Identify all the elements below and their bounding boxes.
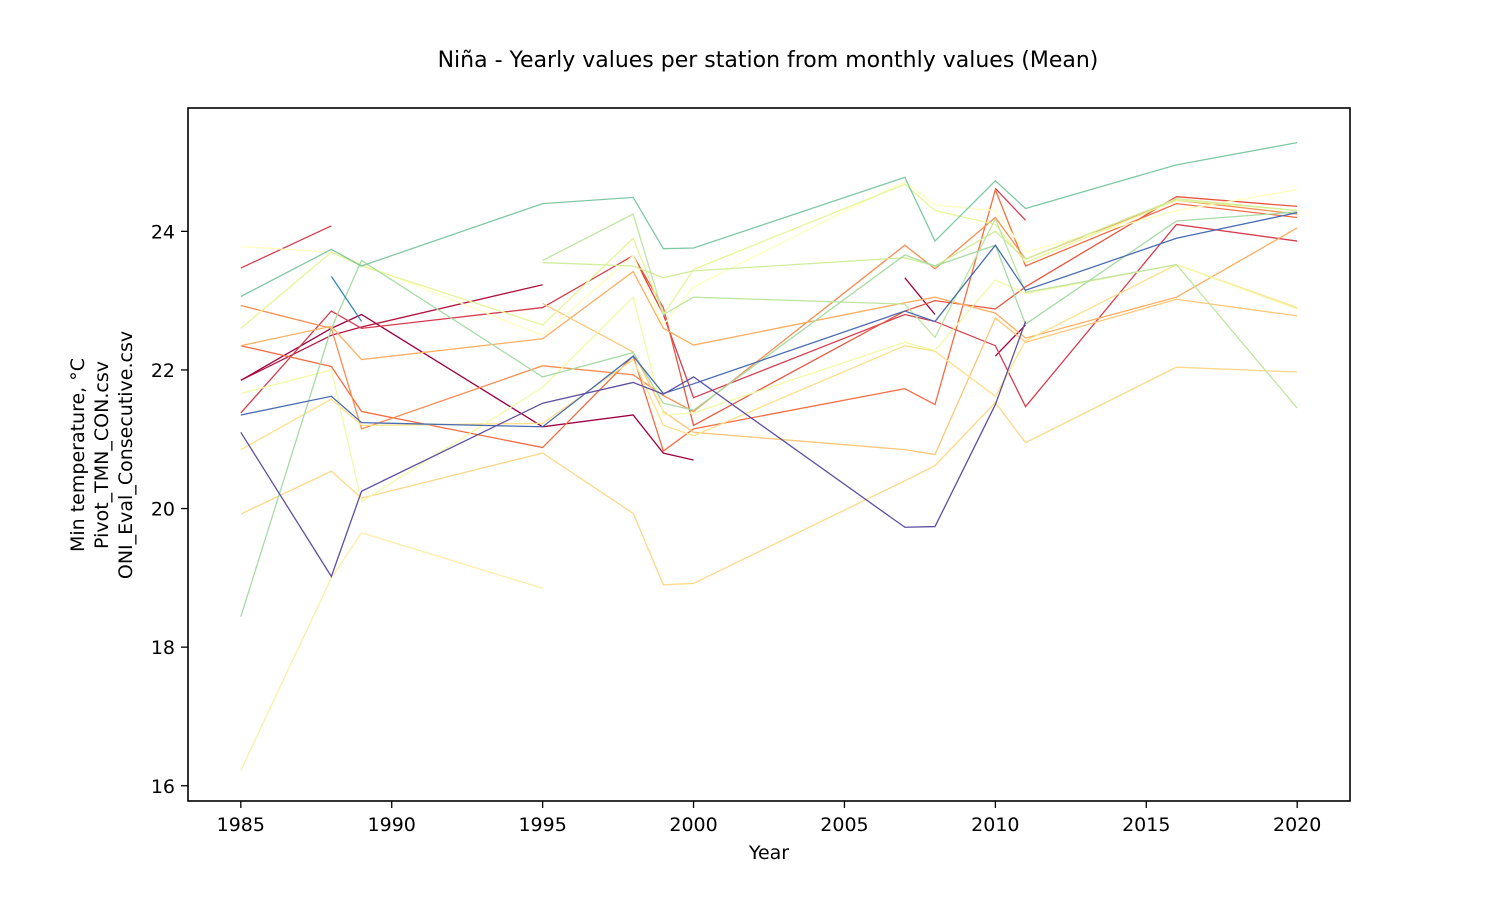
y-tick-label: 20 [151,499,175,521]
series-line-13-segment-1 [240,263,1298,503]
series-layer [240,142,1298,771]
series-line-2-segment-1 [240,284,543,381]
y-tick-label: 16 [151,776,175,798]
chart-title: Niña - Yearly values per station from mo… [438,48,1099,73]
series-line-19-segment-1 [330,276,363,322]
plot-area-frame [187,107,1351,802]
series-line-11-segment-1 [240,532,543,771]
series-line-1-segment-3 [994,324,1027,357]
series-line-15-segment-1 [542,198,1298,279]
series-line-10-segment-1 [240,263,1298,451]
series-line-9-segment-1 [240,366,1298,586]
x-axis: 1985 1990 1995 2000 2005 2010 2015 2020 [217,801,1321,836]
series-line-20-segment-1 [240,212,1298,428]
series-line-21-segment-1 [240,321,1027,578]
series-line-12-segment-1 [240,180,1298,337]
series-line-7-segment-1 [240,227,1298,361]
x-tick-label: 2005 [820,814,868,836]
y-axis-label-line-2: Pivot_TMN_CON.csv [91,361,113,549]
x-tick-label: 1990 [368,814,416,836]
y-axis-label-line-3: ONI_Eval_Consecutive.csv [115,331,137,579]
series-line-5-segment-1 [240,187,1298,453]
x-tick-label: 2010 [971,814,1019,836]
series-line-3-segment-3 [994,187,1027,221]
x-tick-label: 2015 [1122,814,1170,836]
series-line-6-segment-1 [240,199,1298,430]
series-line-3-segment-2 [240,223,1298,414]
series-line-16-segment-1 [542,213,1298,409]
y-tick-label: 24 [151,221,175,243]
y-tick-label: 18 [151,637,175,659]
y-axis-label: Min temperature, °C Pivot_TMN_CON.csv ON… [67,331,137,579]
x-tick-label: 2020 [1273,814,1321,836]
series-line-4-segment-1 [632,196,1298,427]
series-line-17-segment-1 [240,211,1298,617]
y-axis: 16 18 20 22 24 [151,221,188,798]
series-line-8-segment-1 [542,298,1298,456]
x-tick-label: 2000 [669,814,717,836]
y-axis-label-line-1: Min temperature, °C [67,358,89,552]
series-line-18-segment-1 [240,142,1298,298]
y-tick-label: 22 [151,360,175,382]
series-line-3-segment-1 [240,225,332,269]
series-line-1-segment-2 [904,277,936,315]
x-axis-label: Year [748,842,789,864]
x-tick-label: 1995 [518,814,566,836]
x-tick-label: 1985 [217,814,265,836]
